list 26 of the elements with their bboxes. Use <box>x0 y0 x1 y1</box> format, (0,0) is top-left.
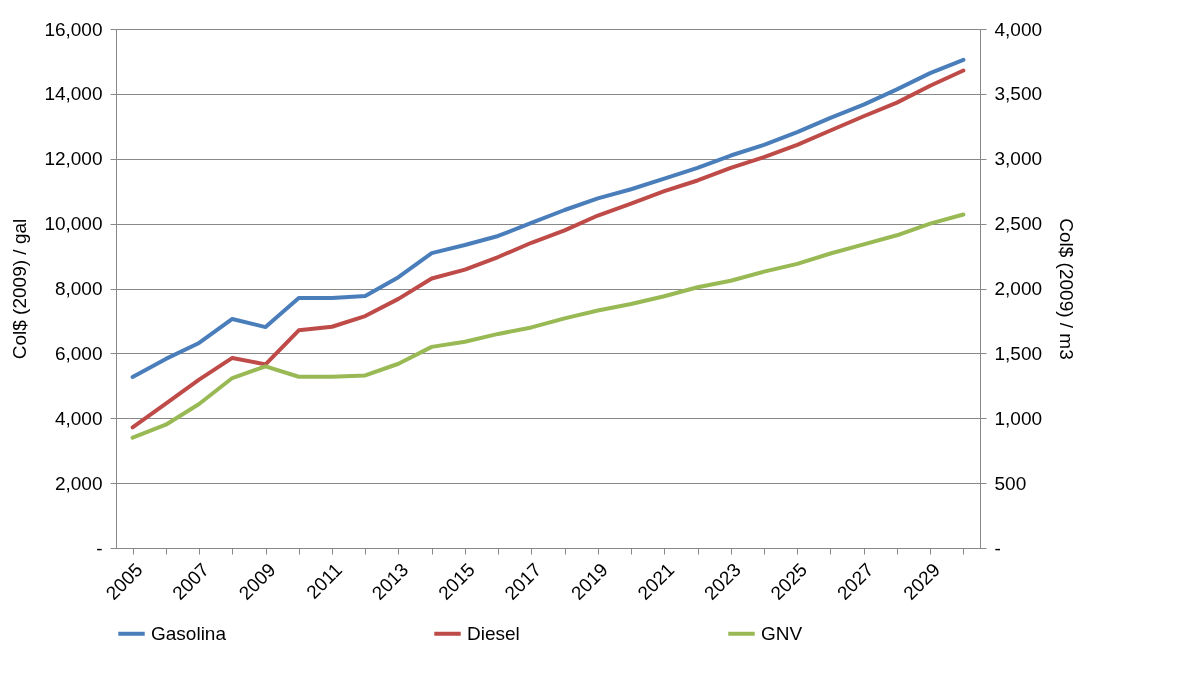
y-tick-label: - <box>96 537 103 559</box>
legend-label: Gasolina <box>151 622 227 644</box>
y-tick-label: 8,000 <box>54 278 103 299</box>
y2-tick-label: 3,500 <box>994 83 1043 105</box>
y2-tick-label: 2,500 <box>994 213 1043 235</box>
y-tick-label: 4,000 <box>54 407 103 429</box>
y-tick-label: 16,000 <box>44 18 103 40</box>
y-tick-label: 12,000 <box>44 148 103 170</box>
y-tick-label: 10,000 <box>44 213 103 235</box>
line-series <box>130 68 966 430</box>
legend-label: Diesel <box>467 622 520 644</box>
y2-tick-label: 4,000 <box>994 18 1043 40</box>
y2-tick-label: 1,000 <box>994 407 1043 429</box>
y2-tick-label: - <box>994 537 1001 559</box>
y2-tick-label: 1,500 <box>994 342 1043 364</box>
line-series <box>130 57 966 380</box>
y2-tick-label: 2,000 <box>994 278 1043 299</box>
y-axis-title: Col$ (2009) / gal <box>9 218 31 360</box>
y-tick-label: 6,000 <box>54 342 103 364</box>
legend-label: GNV <box>761 622 803 644</box>
y-tick-label: 14,000 <box>44 83 103 105</box>
y-tick-label: 2,000 <box>54 472 103 494</box>
y2-tick-label: 3,000 <box>994 148 1043 170</box>
y2-tick-label: 500 <box>994 472 1027 494</box>
line-series <box>130 212 966 440</box>
y2-axis-title: Col$ (2009) / m3 <box>1056 218 1078 360</box>
